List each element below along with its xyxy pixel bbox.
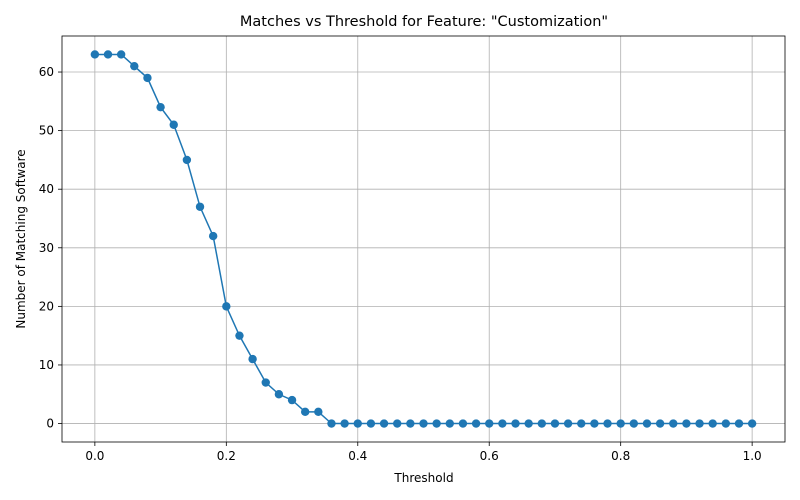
data-point	[747, 419, 757, 428]
data-point	[642, 419, 652, 428]
x-tick-label: 0.6	[480, 449, 499, 463]
x-tick-label: 0.8	[611, 449, 630, 463]
y-tick-label: 30	[39, 241, 54, 255]
data-point	[485, 419, 494, 428]
chart-title: Matches vs Threshold for Feature: "Custo…	[240, 14, 608, 30]
data-point	[721, 419, 731, 428]
data-point	[340, 419, 349, 428]
y-tick-label: 10	[39, 358, 54, 372]
data-point	[511, 419, 520, 428]
data-point	[182, 155, 192, 165]
data-point	[287, 395, 297, 405]
data-point	[537, 419, 547, 428]
data-point	[669, 419, 678, 428]
data-point	[458, 419, 468, 428]
x-tick-label: 0.0	[85, 449, 104, 463]
data-point	[314, 407, 323, 417]
data-point	[432, 419, 441, 428]
data-point	[524, 419, 533, 428]
data-point	[116, 50, 126, 59]
data-point	[353, 419, 362, 428]
data-point	[169, 120, 178, 129]
plot-frame	[61, 35, 786, 443]
data-point	[393, 419, 402, 428]
data-point	[695, 419, 704, 428]
data-point	[616, 419, 625, 428]
data-point	[248, 354, 257, 364]
data-point	[577, 419, 586, 428]
axes: 0.0 0.2 0.4 0.6 0.8 1.0 0 10 20 30 40 50 60	[39, 35, 786, 463]
data-point	[550, 419, 560, 428]
data-point	[327, 419, 336, 428]
data-point	[406, 419, 415, 428]
data-point	[629, 419, 639, 428]
data-point	[682, 419, 691, 428]
data-point	[498, 419, 507, 428]
x-tick-label: 0.4	[348, 449, 367, 463]
data-point	[445, 419, 454, 428]
data-point	[419, 419, 428, 428]
data-point	[655, 419, 665, 428]
data-point	[708, 419, 717, 428]
x-tick-label: 0.2	[217, 449, 236, 463]
series-line-group	[90, 50, 757, 428]
data-point	[300, 407, 310, 417]
y-axis-label: Number of Matching Software	[14, 149, 28, 328]
data-point	[590, 419, 599, 428]
data-point	[734, 419, 744, 428]
data-point	[274, 390, 284, 399]
y-tick-label: 0	[46, 417, 54, 431]
data-point	[603, 419, 612, 428]
data-point	[156, 102, 165, 112]
data-point	[103, 50, 113, 59]
data-point	[235, 331, 244, 340]
data-point	[222, 302, 231, 311]
data-point	[261, 378, 270, 387]
data-point	[208, 231, 218, 241]
data-point	[563, 419, 573, 428]
data-point	[90, 50, 100, 59]
data-point	[130, 61, 139, 71]
data-point	[379, 419, 389, 428]
data-point	[195, 202, 205, 211]
y-tick-label: 20	[39, 299, 54, 313]
y-tick-label: 50	[39, 124, 54, 138]
y-tick-label: 40	[39, 182, 54, 196]
data-point	[366, 419, 376, 428]
x-axis-label: Threshold	[393, 471, 453, 485]
x-tick-label: 1.0	[743, 449, 762, 463]
data-point	[471, 419, 481, 428]
data-point	[143, 73, 152, 83]
y-tick-label: 60	[39, 65, 54, 79]
